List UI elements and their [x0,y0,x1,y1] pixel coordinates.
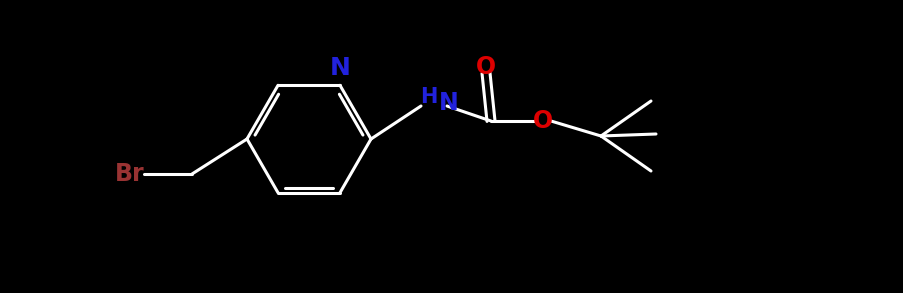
Text: O: O [533,109,553,133]
Text: Br: Br [115,162,144,186]
Text: N: N [330,56,350,80]
Text: N: N [439,91,458,115]
Text: H: H [420,87,437,107]
Text: O: O [475,55,496,79]
